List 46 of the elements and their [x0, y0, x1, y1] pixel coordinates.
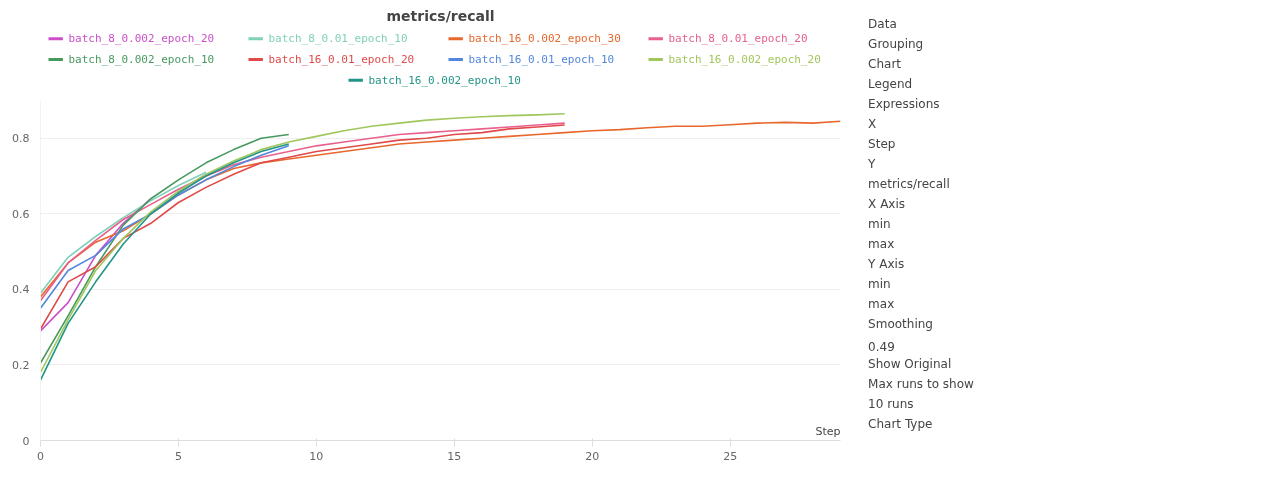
text: Show Original [868, 356, 952, 371]
text: max [868, 296, 895, 311]
x-tick-label: 10 [309, 449, 324, 463]
legend-label: batch_8_0.002_epoch_20 [68, 32, 215, 46]
text: Chart [868, 56, 902, 71]
chart-title: metrics/recall [386, 7, 495, 24]
text: Expressions [868, 96, 940, 111]
legend-label: batch_8_0.01_epoch_20 [668, 32, 808, 46]
text: min [868, 216, 891, 231]
y-tick-label: 0 [22, 434, 30, 448]
legend-label: batch_16_0.002_epoch_20 [668, 53, 821, 66]
text: Y Axis [867, 256, 905, 271]
legend-label: batch_8_0.002_epoch_10 [68, 53, 215, 66]
x-tick-label: 0 [37, 449, 44, 463]
legend-label: batch_16_0.01_epoch_10 [468, 53, 615, 66]
y-tick-label: 0.2 [12, 358, 30, 372]
text: Max runs to show [868, 376, 974, 391]
text: max [868, 236, 895, 251]
text: metrics/recall [868, 176, 950, 191]
y-tick-label: 0.6 [12, 207, 30, 221]
legend-label: batch_16_0.002_epoch_10 [368, 73, 521, 87]
x-tick-label: 20 [585, 449, 600, 463]
text: Legend [868, 76, 913, 91]
line-series [40, 171, 207, 294]
legend-label: batch_16_0.01_epoch_20 [268, 53, 415, 66]
y-tick-label: 0.4 [12, 283, 30, 297]
x-tick-label: 25 [723, 449, 738, 463]
text: 10 runs [868, 396, 914, 411]
text: Step [868, 136, 896, 151]
line-series [40, 145, 290, 310]
x-tick-label: 15 [447, 449, 462, 463]
line-series [40, 112, 566, 374]
legend-label: batch_8_0.01_epoch_10 [268, 32, 408, 46]
text: min [868, 276, 891, 291]
legend-label: batch_16_0.002_epoch_30 [468, 32, 621, 46]
x-axis-title: Step [815, 424, 841, 438]
text: X Axis [868, 196, 906, 211]
text: Chart Type [868, 416, 933, 431]
y-tick-label: 0.8 [12, 132, 30, 146]
x-tick-label: 5 [174, 449, 182, 463]
text: X [868, 116, 877, 131]
text: Grouping [868, 36, 924, 51]
text: Smoothing [868, 316, 933, 331]
text: 0.49 [868, 339, 895, 354]
text: Y [867, 156, 877, 171]
text: Data [868, 16, 897, 31]
